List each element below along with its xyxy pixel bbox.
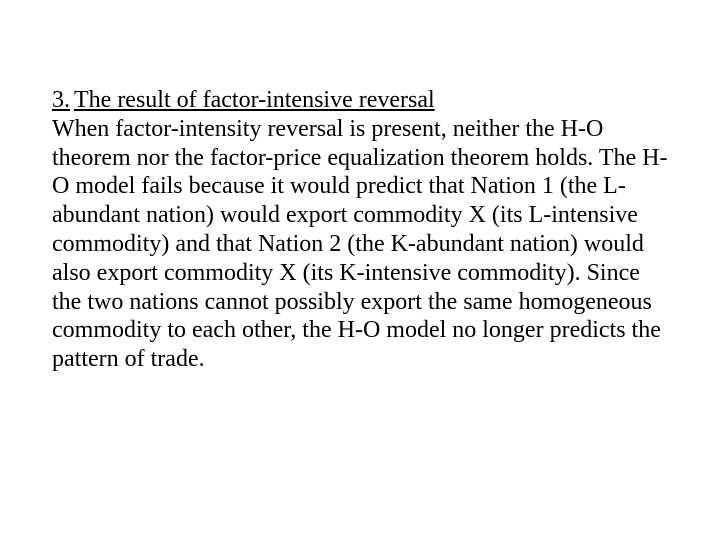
- slide-heading-number: 3.: [52, 87, 70, 113]
- slide-heading-text: The result of factor-intensive reversal: [74, 87, 435, 113]
- slide-body-text: When factor-intensity reversal is presen…: [52, 116, 668, 372]
- slide-text-block: 3. The result of factor-intensive revers…: [52, 86, 672, 374]
- slide-container: 3. The result of factor-intensive revers…: [0, 0, 720, 540]
